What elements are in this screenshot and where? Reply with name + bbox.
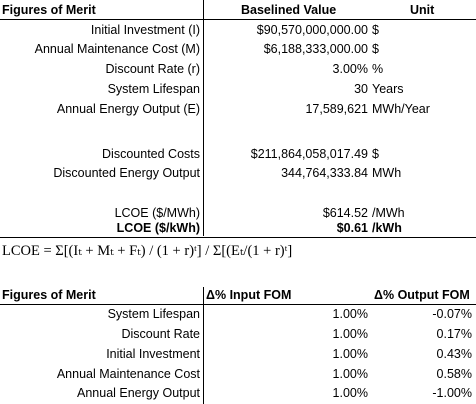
- table-row-sens-investment: Initial Investment 1.00% 0.43%: [0, 346, 476, 363]
- row-output: 0.58%: [436, 367, 472, 381]
- table-row-sens-discount: Discount Rate 1.00% 0.17%: [0, 326, 476, 343]
- table-row-lcoe-mwh: LCOE ($/MWh) $614.52 /MWh: [0, 205, 476, 222]
- table1-header-label: Figures of Merit: [2, 3, 96, 17]
- row-unit: %: [372, 62, 384, 76]
- column-divider-1: [203, 0, 204, 236]
- row-value: $6,188,333,000.00: [263, 42, 368, 56]
- row-label: Discount Rate: [121, 327, 200, 341]
- row-input: 1.00%: [332, 347, 368, 361]
- table-row-sens-maintenance: Annual Maintenance Cost 1.00% 0.58%: [0, 366, 476, 383]
- row-label: System Lifespan: [107, 307, 200, 321]
- row-unit: /MWh: [372, 206, 405, 220]
- table-row-discounted-costs: Discounted Costs $211,864,058,017.49 $: [0, 146, 476, 163]
- table-row-discount-rate: Discount Rate (r) 3.00% %: [0, 61, 476, 78]
- table-row-annual-maintenance: Annual Maintenance Cost (M) $6,188,333,0…: [0, 41, 476, 58]
- row-label: Discounted Costs: [102, 147, 200, 161]
- table-row-sens-energy: Annual Energy Output 1.00% -1.00%: [0, 385, 476, 402]
- row-label: Initial Investment: [106, 347, 200, 361]
- table2-header-label: Figures of Merit: [2, 288, 96, 302]
- row-value: 30: [354, 82, 368, 96]
- row-value: $0.61: [336, 221, 368, 235]
- row-unit: $: [372, 147, 379, 161]
- row-output: -1.00%: [432, 386, 472, 400]
- row-label: LCOE ($/kWh): [116, 221, 200, 235]
- row-value: 3.00%: [332, 62, 368, 76]
- table-row-initial-investment: Initial Investment (I) $90,570,000,000.0…: [0, 22, 476, 39]
- row-label: Annual Energy Output (E): [56, 102, 200, 116]
- row-label: Annual Maintenance Cost: [56, 367, 200, 381]
- row-output: 0.43%: [436, 347, 472, 361]
- column-divider-2: [203, 287, 204, 404]
- table1-header-value: Baselined Value: [241, 3, 337, 17]
- row-label: Discounted Energy Output: [53, 166, 200, 180]
- row-value: $90,570,000,000.00: [256, 23, 368, 37]
- table2-header-row: Figures of Merit Δ% Input FOM Δ% Output …: [0, 287, 476, 305]
- row-unit: Years: [372, 82, 404, 96]
- row-value: 17,589,621: [305, 102, 368, 116]
- table1-header-row: Figures of Merit Baselined Value Unit: [0, 2, 476, 20]
- row-label: Discount Rate (r): [105, 62, 200, 76]
- row-value: $614.52: [322, 206, 368, 220]
- table2-header-input: Δ% Input FOM: [206, 288, 292, 302]
- row-input: 1.00%: [332, 386, 368, 400]
- row-value: 344,764,333.84: [281, 166, 368, 180]
- lcoe-formula: LCOE = Σ[(Iₜ + Mₜ + Fₜ) / (1 + r)ᵗ] / Σ[…: [2, 243, 293, 259]
- row-output: -0.07%: [432, 307, 472, 321]
- row-input: 1.00%: [332, 327, 368, 341]
- row-label: Annual Energy Output: [77, 386, 200, 400]
- row-unit: /kWh: [372, 221, 402, 235]
- row-label: Annual Maintenance Cost (M): [34, 42, 200, 56]
- row-label: LCOE ($/MWh): [114, 206, 200, 220]
- row-unit: $: [372, 42, 379, 56]
- row-unit: $: [372, 23, 379, 37]
- row-label: System Lifespan: [107, 82, 200, 96]
- table-row-discounted-energy: Discounted Energy Output 344,764,333.84 …: [0, 165, 476, 182]
- row-output: 0.17%: [436, 327, 472, 341]
- row-input: 1.00%: [332, 307, 368, 321]
- table-row-lcoe-kwh: LCOE ($/kWh) $0.61 /kWh: [0, 220, 476, 238]
- table2-header-output: Δ% Output FOM: [374, 288, 470, 302]
- table-row-sens-lifespan: System Lifespan 1.00% -0.07%: [0, 306, 476, 323]
- row-value: $211,864,058,017.49: [250, 147, 368, 161]
- table1-header-unit: Unit: [410, 3, 435, 17]
- row-input: 1.00%: [332, 367, 368, 381]
- table-row-annual-energy: Annual Energy Output (E) 17,589,621 MWh/…: [0, 101, 476, 118]
- row-unit: MWh/Year: [372, 102, 430, 116]
- row-label: Initial Investment (I): [90, 23, 200, 37]
- table-row-system-lifespan: System Lifespan 30 Years: [0, 81, 476, 98]
- row-unit: MWh: [372, 166, 402, 180]
